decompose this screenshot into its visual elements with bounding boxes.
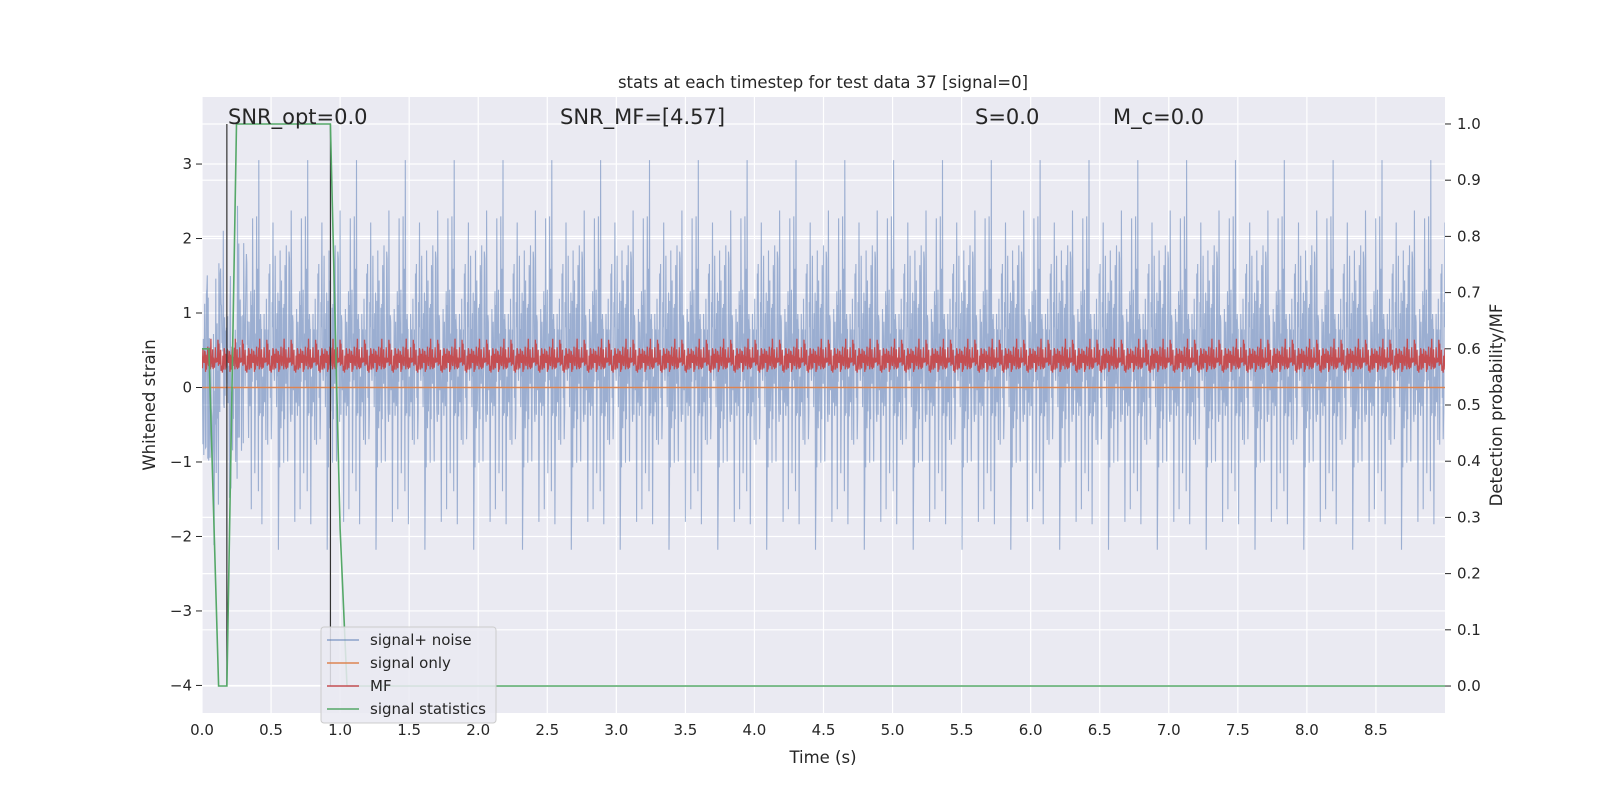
series-mf-line xyxy=(202,338,1445,373)
y2-tick-label: 0.2 xyxy=(1457,565,1481,583)
chart-title: stats at each timestep for test data 37 … xyxy=(618,73,1028,92)
y2-axis-ticks: 0.0 0.1 0.2 0.3 0.4 0.5 0.6 0.7 0.8 0.9 1.0 xyxy=(1445,115,1481,695)
x-tick-label: 5.5 xyxy=(950,721,974,739)
y2-tick-label: 0.1 xyxy=(1457,621,1481,639)
y-axis-ticks: −4 −3 −2 −1 0 1 2 3 xyxy=(170,155,202,694)
x-tick-label: 1.5 xyxy=(397,721,421,739)
y2-tick-label: 0.4 xyxy=(1457,452,1481,470)
annotation-snr-opt: SNR_opt=0.0 xyxy=(228,105,368,130)
y2-tick-label: 0.3 xyxy=(1457,508,1481,526)
y2-tick-label: 0.6 xyxy=(1457,340,1481,358)
x-tick-label: 1.0 xyxy=(328,721,352,739)
x-tick-label: 0.0 xyxy=(190,721,214,739)
x-axis-ticks: 0.0 0.5 1.0 1.5 2.0 2.5 3.0 3.5 4.0 4.5 5.0 5.5 6.0 6… xyxy=(190,721,1388,739)
y-tick-label: −1 xyxy=(170,453,192,471)
annotation-snr-mf: SNR_MF=[4.57] xyxy=(560,105,725,130)
y-axis-label: Whitened strain xyxy=(140,339,159,470)
y-tick-label: 2 xyxy=(182,230,192,248)
series-signal-noise-line xyxy=(202,160,1445,550)
y-tick-label: 1 xyxy=(182,304,192,322)
annotation-s: S=0.0 xyxy=(975,105,1039,129)
y-tick-label: 3 xyxy=(182,155,192,173)
legend-label-signal-statistics: signal statistics xyxy=(370,700,486,718)
y2-tick-label: 0.8 xyxy=(1457,227,1481,245)
x-tick-label: 8.0 xyxy=(1295,721,1319,739)
legend-box xyxy=(320,626,497,724)
legend: signal+ noise signal only MF signal stat… xyxy=(320,626,497,724)
x-axis-label: Time (s) xyxy=(788,748,856,767)
x-tick-label: 8.5 xyxy=(1364,721,1388,739)
x-tick-label: 6.0 xyxy=(1019,721,1043,739)
x-tick-label: 6.5 xyxy=(1088,721,1112,739)
y2-axis-label: Detection probability/MF xyxy=(1487,304,1506,507)
annotation-mc: M_c=0.0 xyxy=(1113,105,1204,130)
x-tick-label: 5.0 xyxy=(881,721,905,739)
legend-label-mf: MF xyxy=(370,677,392,695)
y-tick-label: −2 xyxy=(170,527,192,545)
legend-label-signal-noise: signal+ noise xyxy=(370,631,472,649)
y-tick-label: −4 xyxy=(170,676,192,694)
legend-label-signal-only: signal only xyxy=(370,654,451,672)
y-tick-label: 0 xyxy=(182,378,192,396)
y2-tick-label: 0.0 xyxy=(1457,677,1481,695)
x-tick-label: 4.5 xyxy=(812,721,836,739)
y-tick-label: −3 xyxy=(170,602,192,620)
y2-tick-label: 0.5 xyxy=(1457,396,1481,414)
y2-tick-label: 1.0 xyxy=(1457,115,1481,133)
y2-tick-label: 0.9 xyxy=(1457,171,1481,189)
x-tick-label: 0.5 xyxy=(259,721,283,739)
x-tick-label: 2.5 xyxy=(535,721,559,739)
x-tick-label: 7.5 xyxy=(1226,721,1250,739)
y2-tick-label: 0.7 xyxy=(1457,284,1481,302)
x-tick-label: 4.0 xyxy=(743,721,767,739)
x-tick-label: 2.0 xyxy=(466,721,490,739)
x-tick-label: 7.0 xyxy=(1157,721,1181,739)
x-tick-label: 3.5 xyxy=(673,721,697,739)
x-tick-label: 3.0 xyxy=(604,721,628,739)
